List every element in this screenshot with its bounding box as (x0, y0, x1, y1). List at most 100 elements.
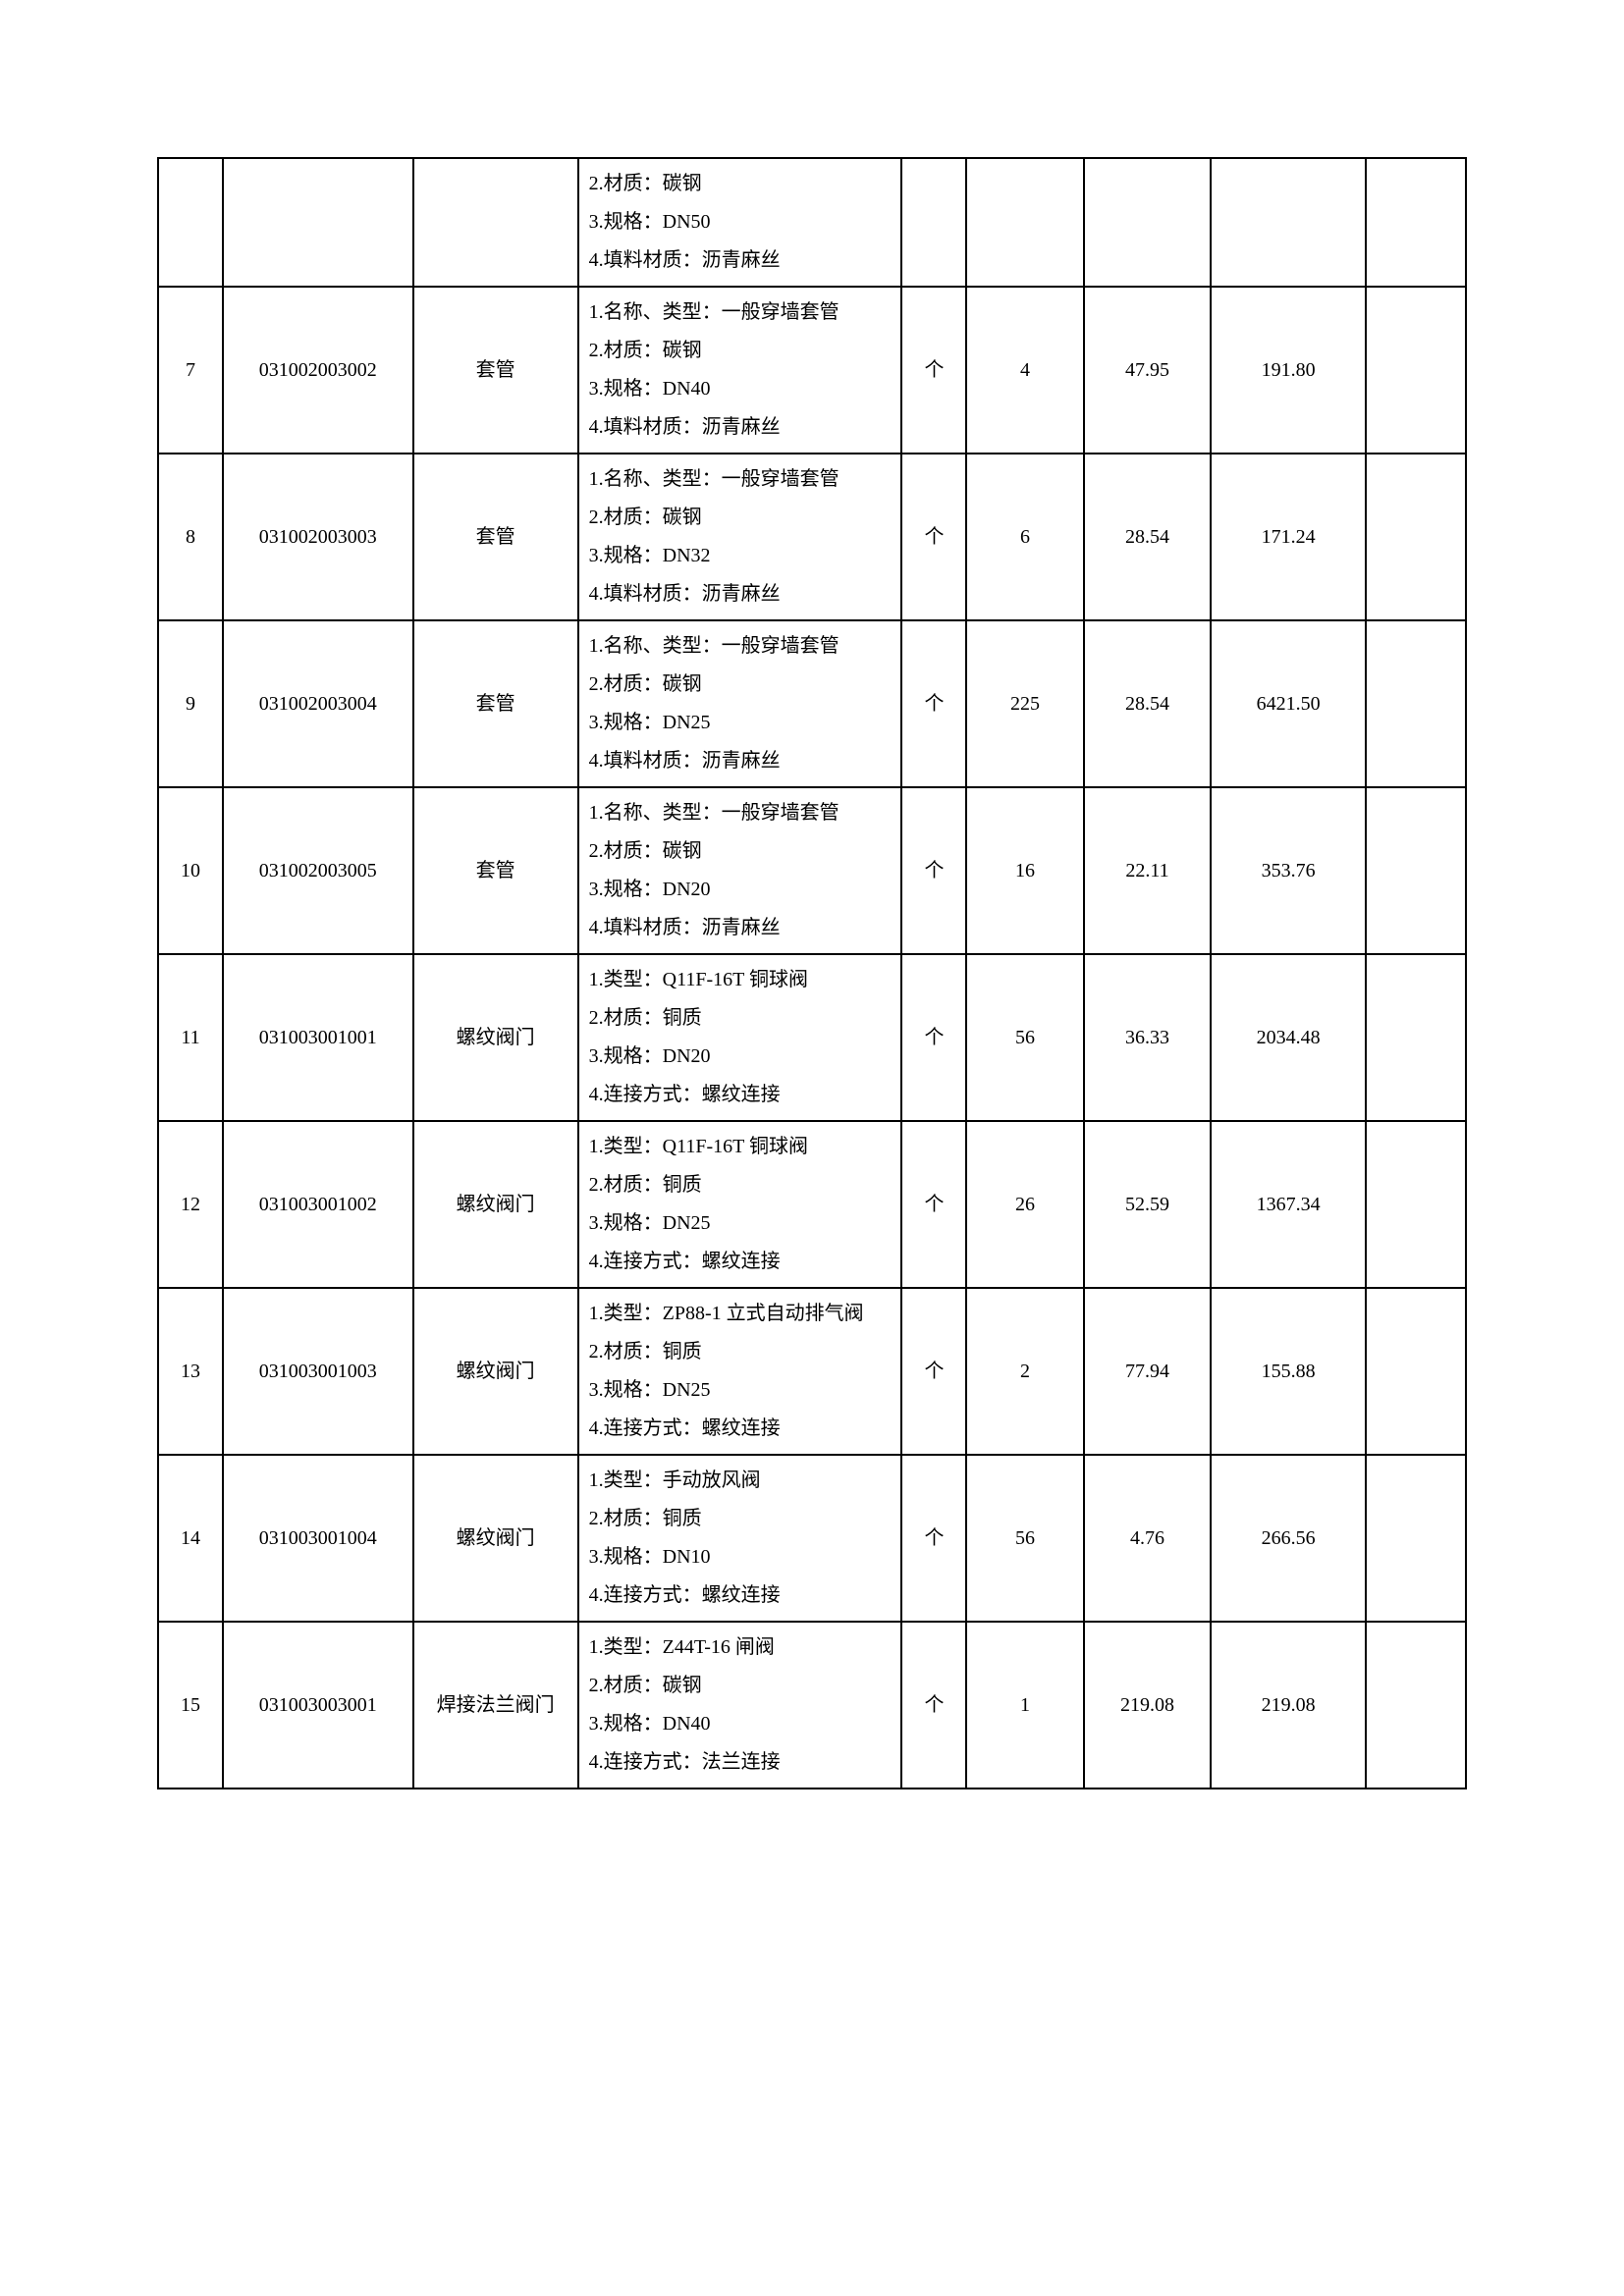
cell-code: 031003001003 (223, 1288, 413, 1455)
table-row: 11031003001001螺纹阀门1.类型：Q11F-16T 铜球阀2.材质：… (158, 954, 1466, 1121)
cell-quantity: 56 (966, 1455, 1083, 1622)
cell-total: 171.24 (1211, 454, 1365, 620)
desc-line: 2.材质：碳钢 (589, 832, 893, 871)
table-row: 15031003003001焊接法兰阀门1.类型：Z44T-16 闸阀2.材质：… (158, 1622, 1466, 1789)
cell-code: 031003001001 (223, 954, 413, 1121)
cell-code: 031002003005 (223, 787, 413, 954)
cell-unit: 个 (901, 287, 966, 454)
table-row: 9031002003004套管1.名称、类型：一般穿墙套管2.材质：碳钢3.规格… (158, 620, 1466, 787)
cell-name: 焊接法兰阀门 (413, 1622, 578, 1789)
cell-name: 螺纹阀门 (413, 954, 578, 1121)
desc-line: 3.规格：DN20 (589, 871, 893, 909)
desc-line: 4.填料材质：沥青麻丝 (589, 909, 893, 947)
desc-line: 4.连接方式：螺纹连接 (589, 1576, 893, 1615)
desc-line: 1.名称、类型：一般穿墙套管 (589, 627, 893, 666)
desc-line: 4.填料材质：沥青麻丝 (589, 575, 893, 614)
cell-quantity: 225 (966, 620, 1083, 787)
cell-index: 12 (158, 1121, 223, 1288)
cell-blank (1366, 1455, 1466, 1622)
desc-line: 1.类型：Z44T-16 闸阀 (589, 1629, 893, 1667)
cell-blank (1366, 954, 1466, 1121)
cell-unit-price: 52.59 (1084, 1121, 1212, 1288)
cell-description: 1.类型：Q11F-16T 铜球阀2.材质：铜质3.规格：DN254.连接方式：… (578, 1121, 902, 1288)
desc-line: 1.类型：Q11F-16T 铜球阀 (589, 961, 893, 999)
cell-name (413, 158, 578, 287)
cell-quantity: 2 (966, 1288, 1083, 1455)
desc-line: 1.名称、类型：一般穿墙套管 (589, 794, 893, 832)
table-row: 13031003001003螺纹阀门1.类型：ZP88-1 立式自动排气阀2.材… (158, 1288, 1466, 1455)
desc-line: 3.规格：DN25 (589, 704, 893, 742)
desc-line: 4.填料材质：沥青麻丝 (589, 408, 893, 447)
cell-total: 6421.50 (1211, 620, 1365, 787)
cell-unit: 个 (901, 1455, 966, 1622)
desc-line: 2.材质：碳钢 (589, 666, 893, 704)
cell-blank (1366, 287, 1466, 454)
desc-line: 3.规格：DN40 (589, 370, 893, 408)
cell-quantity: 4 (966, 287, 1083, 454)
cell-name: 套管 (413, 787, 578, 954)
cell-description: 1.名称、类型：一般穿墙套管2.材质：碳钢3.规格：DN254.填料材质：沥青麻… (578, 620, 902, 787)
cell-index: 11 (158, 954, 223, 1121)
desc-line: 2.材质：铜质 (589, 999, 893, 1038)
cell-unit: 个 (901, 787, 966, 954)
boq-table: 2.材质：碳钢3.规格：DN504.填料材质：沥青麻丝7031002003002… (157, 157, 1467, 1789)
desc-line: 3.规格：DN50 (589, 203, 893, 241)
cell-quantity: 1 (966, 1622, 1083, 1789)
cell-index: 14 (158, 1455, 223, 1622)
cell-unit: 个 (901, 620, 966, 787)
cell-unit (901, 158, 966, 287)
cell-description: 1.名称、类型：一般穿墙套管2.材质：碳钢3.规格：DN324.填料材质：沥青麻… (578, 454, 902, 620)
cell-blank (1366, 620, 1466, 787)
cell-blank (1366, 787, 1466, 954)
cell-total: 266.56 (1211, 1455, 1365, 1622)
desc-line: 1.类型：Q11F-16T 铜球阀 (589, 1128, 893, 1166)
desc-line: 3.规格：DN20 (589, 1038, 893, 1076)
cell-unit: 个 (901, 1121, 966, 1288)
cell-unit: 个 (901, 1288, 966, 1455)
cell-code: 031002003002 (223, 287, 413, 454)
cell-blank (1366, 1288, 1466, 1455)
cell-unit-price: 4.76 (1084, 1455, 1212, 1622)
cell-unit-price: 219.08 (1084, 1622, 1212, 1789)
cell-code: 031003003001 (223, 1622, 413, 1789)
desc-line: 2.材质：碳钢 (589, 1667, 893, 1705)
cell-index: 10 (158, 787, 223, 954)
cell-description: 1.名称、类型：一般穿墙套管2.材质：碳钢3.规格：DN404.填料材质：沥青麻… (578, 287, 902, 454)
cell-unit-price: 22.11 (1084, 787, 1212, 954)
cell-code: 031002003003 (223, 454, 413, 620)
cell-index: 15 (158, 1622, 223, 1789)
cell-description: 1.类型：Z44T-16 闸阀2.材质：碳钢3.规格：DN404.连接方式：法兰… (578, 1622, 902, 1789)
table-row: 10031002003005套管1.名称、类型：一般穿墙套管2.材质：碳钢3.规… (158, 787, 1466, 954)
cell-index (158, 158, 223, 287)
cell-quantity: 56 (966, 954, 1083, 1121)
cell-name: 螺纹阀门 (413, 1121, 578, 1288)
desc-line: 3.规格：DN25 (589, 1204, 893, 1243)
cell-description: 1.类型：Q11F-16T 铜球阀2.材质：铜质3.规格：DN204.连接方式：… (578, 954, 902, 1121)
cell-name: 套管 (413, 454, 578, 620)
desc-line: 4.连接方式：螺纹连接 (589, 1243, 893, 1281)
cell-quantity: 16 (966, 787, 1083, 954)
cell-index: 8 (158, 454, 223, 620)
cell-total (1211, 158, 1365, 287)
cell-description: 1.名称、类型：一般穿墙套管2.材质：碳钢3.规格：DN204.填料材质：沥青麻… (578, 787, 902, 954)
cell-code: 031003001002 (223, 1121, 413, 1288)
desc-line: 2.材质：铜质 (589, 1166, 893, 1204)
desc-line: 3.规格：DN32 (589, 537, 893, 575)
desc-line: 1.类型：手动放风阀 (589, 1462, 893, 1500)
cell-total: 191.80 (1211, 287, 1365, 454)
desc-line: 4.连接方式：螺纹连接 (589, 1410, 893, 1448)
cell-description: 2.材质：碳钢3.规格：DN504.填料材质：沥青麻丝 (578, 158, 902, 287)
cell-blank (1366, 1121, 1466, 1288)
table-row: 7031002003002套管1.名称、类型：一般穿墙套管2.材质：碳钢3.规格… (158, 287, 1466, 454)
cell-total: 353.76 (1211, 787, 1365, 954)
desc-line: 4.连接方式：法兰连接 (589, 1743, 893, 1782)
desc-line: 3.规格：DN40 (589, 1705, 893, 1743)
desc-line: 4.连接方式：螺纹连接 (589, 1076, 893, 1114)
cell-blank (1366, 1622, 1466, 1789)
desc-line: 3.规格：DN25 (589, 1371, 893, 1410)
cell-code: 031003001004 (223, 1455, 413, 1622)
desc-line: 2.材质：碳钢 (589, 499, 893, 537)
cell-description: 1.类型：ZP88-1 立式自动排气阀2.材质：铜质3.规格：DN254.连接方… (578, 1288, 902, 1455)
desc-line: 2.材质：碳钢 (589, 332, 893, 370)
cell-code (223, 158, 413, 287)
